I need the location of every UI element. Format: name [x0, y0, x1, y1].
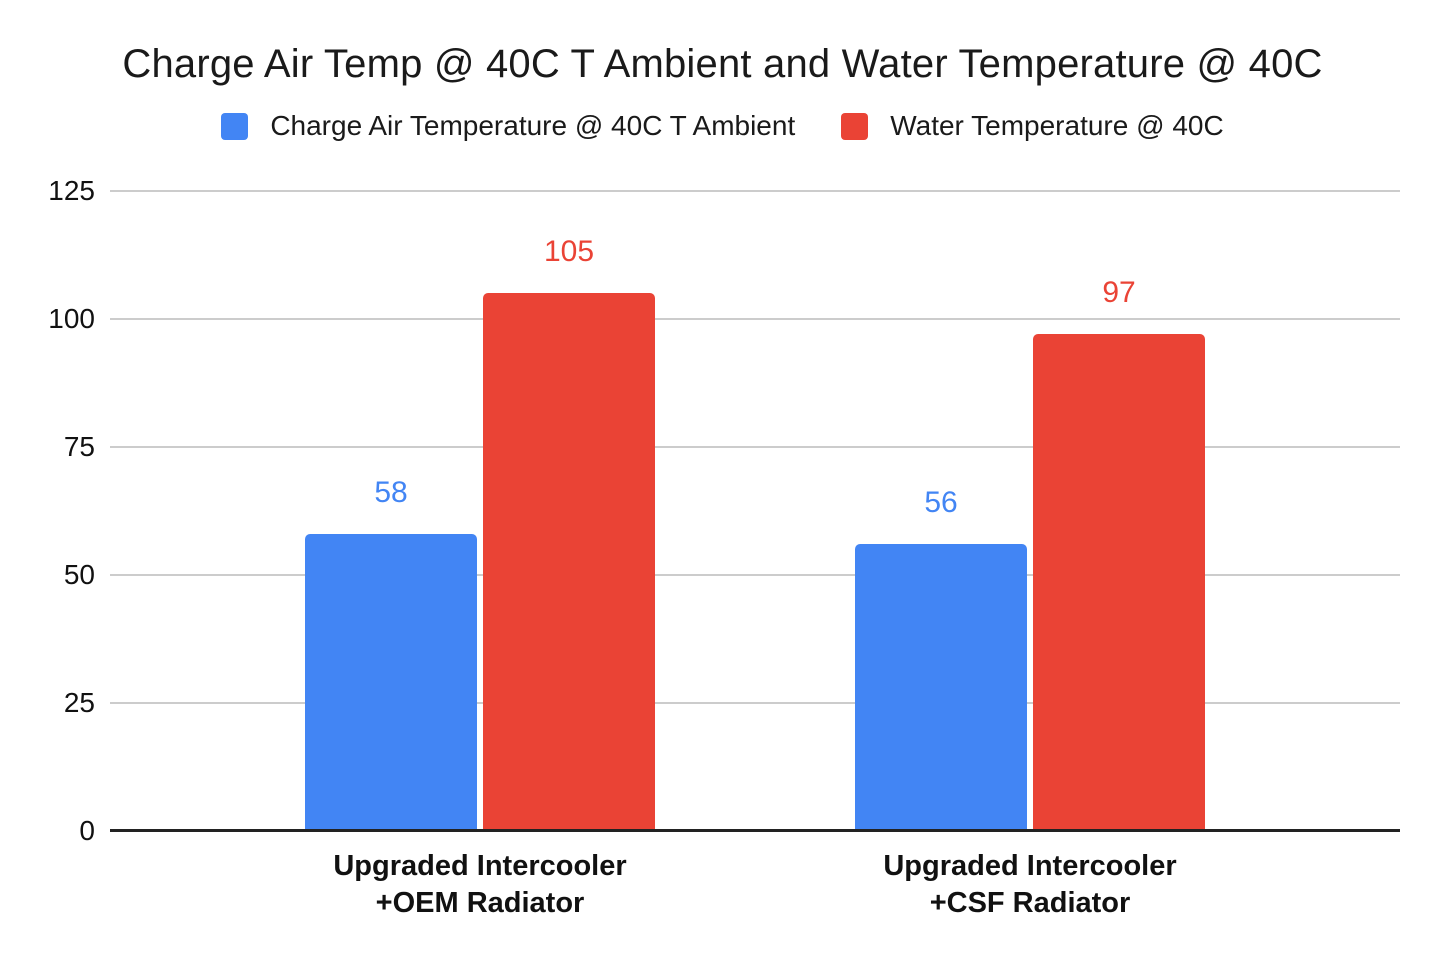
- legend-swatch: [221, 112, 249, 140]
- legend-item: Charge Air Temperature @ 40C T Ambient: [221, 110, 795, 142]
- gridline: [110, 318, 1400, 320]
- y-tick-label: 50: [63, 559, 95, 590]
- gridline: [110, 190, 1400, 192]
- x-axis-labels: Upgraded Intercooler +OEM Radiator Upgrad…: [110, 848, 1400, 948]
- gridline: [110, 574, 1400, 576]
- gridline: [110, 446, 1400, 448]
- bar-value-label: 105: [543, 235, 595, 268]
- bar-blue-cat1: [305, 534, 477, 831]
- x-axis-line: [110, 829, 1400, 832]
- legend-label: Water Temperature @ 40C: [890, 110, 1224, 141]
- y-axis-labels: 0 25 50 75 100 125: [0, 175, 95, 846]
- legend: Charge Air Temperature @ 40C T Ambient Wa…: [0, 110, 1445, 142]
- legend-swatch: [841, 112, 869, 140]
- legend-item: Water Temperature @ 40C: [841, 110, 1224, 142]
- y-tick-label: 125: [48, 175, 95, 206]
- plot-area: 58 56 105 97: [110, 190, 1400, 832]
- y-tick-label: 100: [48, 303, 95, 334]
- x-category-label: Upgraded Intercooler +OEM Radiator: [333, 850, 627, 919]
- bar-value-label: 97: [1102, 276, 1136, 309]
- y-tick-label: 25: [63, 687, 95, 718]
- chart-title: Charge Air Temp @ 40C T Ambient and Wate…: [122, 42, 1323, 86]
- y-tick-label: 0: [79, 815, 95, 846]
- bar-blue-cat2: [855, 544, 1027, 831]
- x-category-label: Upgraded Intercooler +CSF Radiator: [883, 850, 1177, 919]
- y-tick-label: 75: [63, 431, 95, 462]
- bar-red-cat1: [483, 293, 655, 831]
- gridline: [110, 702, 1400, 704]
- legend-label: Charge Air Temperature @ 40C T Ambient: [270, 110, 796, 141]
- bar-value-label: 58: [374, 476, 408, 509]
- bar-value-label: 56: [924, 486, 958, 519]
- bar-red-cat2: [1033, 334, 1205, 831]
